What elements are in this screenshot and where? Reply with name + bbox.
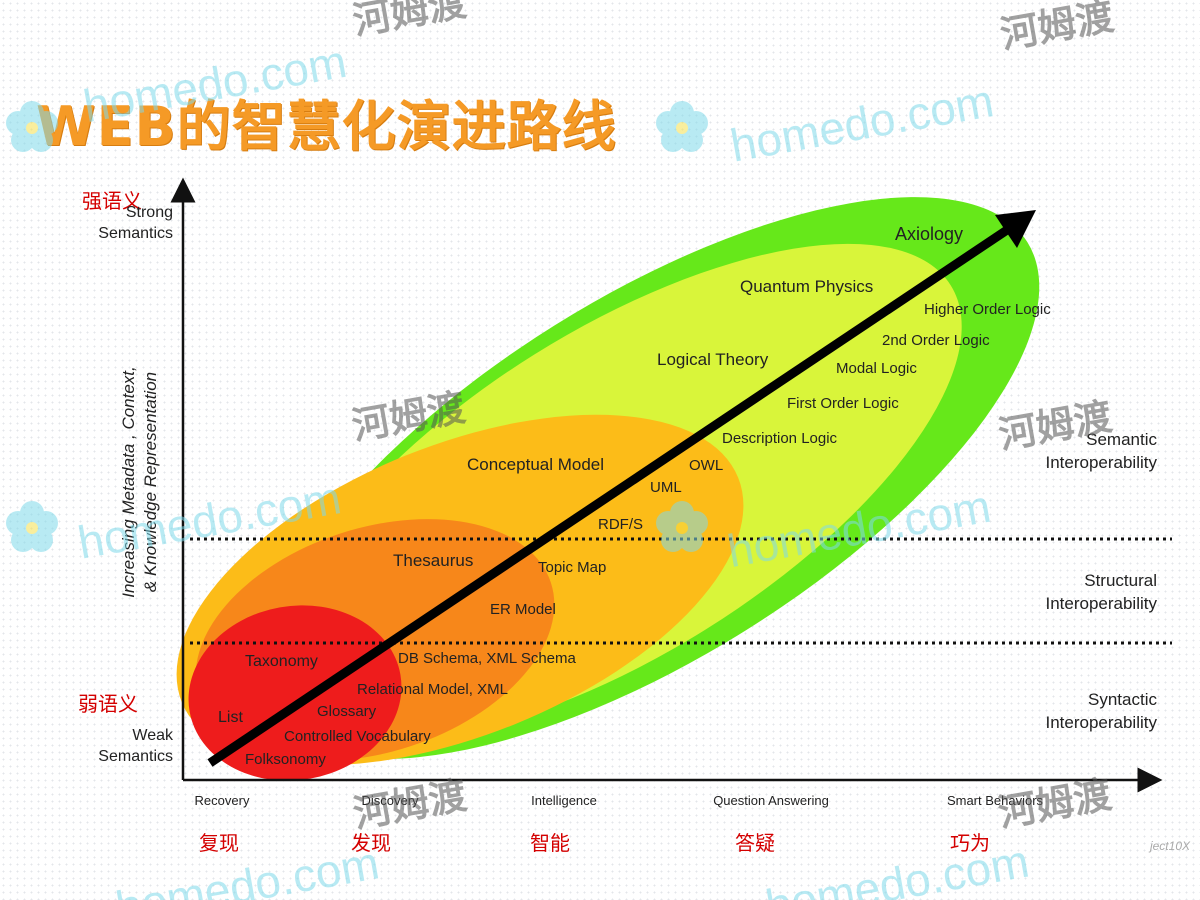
x-tick-cn-question-answering: 答疑 xyxy=(735,831,775,855)
description-logic-label: Description Logic xyxy=(722,430,838,447)
er-model-label: ER Model xyxy=(490,601,556,618)
first-order-logic-label: First Order Logic xyxy=(787,395,899,412)
x-tick-cn-smart-behaviors: 巧为 xyxy=(950,831,990,855)
watermark-text: homedo.com xyxy=(112,836,383,900)
thesaurus-label: Thesaurus xyxy=(393,551,473,570)
syntactic-band-label-1: Syntactic xyxy=(1088,690,1157,709)
glossary-label: Glossary xyxy=(317,703,377,720)
controlled-vocabulary-label: Controlled Vocabulary xyxy=(284,728,431,745)
x-tick-cn-intelligence: 智能 xyxy=(530,831,570,855)
syntactic-band-label-2: Interoperability xyxy=(1045,713,1157,732)
x-tick-recovery: Recovery xyxy=(195,793,250,808)
flower-icon xyxy=(656,101,708,152)
watermark-text: 河姆渡 xyxy=(350,775,470,836)
db-schema-label: DB Schema, XML Schema xyxy=(398,650,577,667)
watermark-text: 河姆渡 xyxy=(997,0,1117,57)
x-tick-smart-behaviors: Smart Behaviors xyxy=(947,793,1044,808)
x-tick-cn-discovery: 发现 xyxy=(351,831,391,855)
structural-band-label-2: Interoperability xyxy=(1045,594,1157,613)
x-tick-cn-recovery: 复现 xyxy=(199,831,239,855)
list-label: List xyxy=(218,709,243,726)
topic-map-label: Topic Map xyxy=(538,559,606,576)
logical-theory-label: Logical Theory xyxy=(657,350,769,369)
rdfs-label: RDF/S xyxy=(598,516,643,533)
watermark-text: homedo.com xyxy=(726,74,997,171)
flower-icon xyxy=(6,501,58,552)
watermark-text: 河姆渡 xyxy=(350,0,470,43)
relational-model-label: Relational Model, XML xyxy=(357,681,508,698)
y-axis-title-2: & Knowledge Representation xyxy=(141,372,160,592)
watermark-text: 河姆渡 xyxy=(995,774,1115,835)
weak-semantics-cn: 弱语义 xyxy=(78,692,138,716)
flower-icon xyxy=(656,501,708,552)
axiology-label: Axiology xyxy=(895,224,963,244)
evolution-arrow xyxy=(207,224,1013,767)
modal-logic-label: Modal Logic xyxy=(836,360,917,377)
structural-band-label-1: Structural xyxy=(1084,571,1157,590)
evolution-arrowhead xyxy=(995,210,1036,248)
strong-semantics-label-1: Strong xyxy=(126,204,173,221)
taxonomy-label: Taxonomy xyxy=(245,653,318,670)
owl-label: OWL xyxy=(689,457,723,474)
folksonomy-label: Folksonomy xyxy=(245,751,326,768)
x-tick-question-answering: Question Answering xyxy=(713,793,829,808)
strong-semantics-label-2: Semantics xyxy=(98,225,173,242)
weak-semantics-label-2: Semantics xyxy=(98,748,173,765)
weak-semantics-label-1: Weak xyxy=(132,727,174,744)
strong-semantics-cn: 强语义 xyxy=(82,189,142,213)
page-title: WEB的智慧化演进路线 xyxy=(36,95,617,158)
conceptual-model-label: Conceptual Model xyxy=(467,455,604,474)
higher-order-logic-label: Higher Order Logic xyxy=(924,301,1051,318)
semantic-band-label-1: Semantic xyxy=(1086,430,1157,449)
second-order-logic-label: 2nd Order Logic xyxy=(882,332,990,349)
x-tick-discovery: Discovery xyxy=(361,793,419,808)
x-tick-intelligence: Intelligence xyxy=(531,793,597,808)
y-axis-title-1: Increasing Metadata , Context, xyxy=(119,366,138,598)
quantum-physics-label: Quantum Physics xyxy=(740,277,873,296)
credit-label: ject10X xyxy=(1148,839,1191,853)
semantic-band-label-2: Interoperability xyxy=(1045,453,1157,472)
watermark-text: homedo.com xyxy=(79,35,350,132)
uml-label: UML xyxy=(650,479,682,496)
flower-icon xyxy=(6,101,58,152)
watermark-text: homedo.com xyxy=(762,835,1033,900)
